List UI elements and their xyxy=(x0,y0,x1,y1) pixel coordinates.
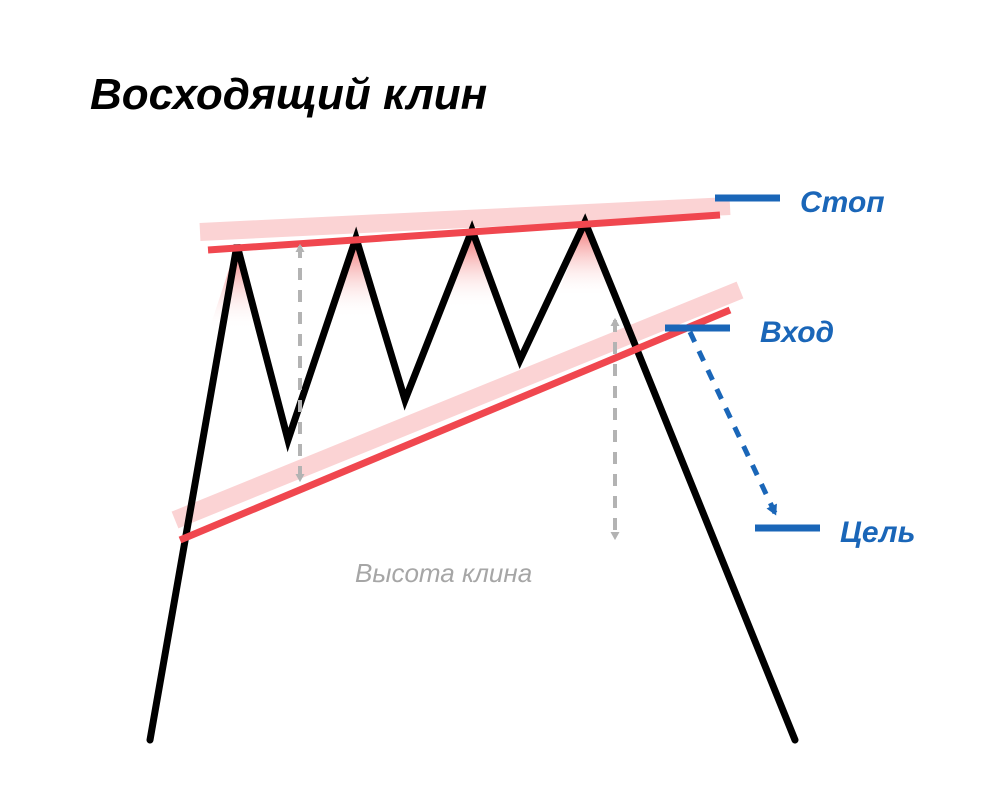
stop-label: Стоп xyxy=(800,186,885,220)
diagram-container: Восходящий клин xyxy=(0,0,1000,800)
wedge-height-label: Высота клина xyxy=(355,558,532,589)
entry-label: Вход xyxy=(760,316,834,350)
target-label: Цель xyxy=(840,516,915,550)
entry-projection-arrow xyxy=(690,332,775,513)
wedge-diagram-svg xyxy=(0,0,1000,800)
